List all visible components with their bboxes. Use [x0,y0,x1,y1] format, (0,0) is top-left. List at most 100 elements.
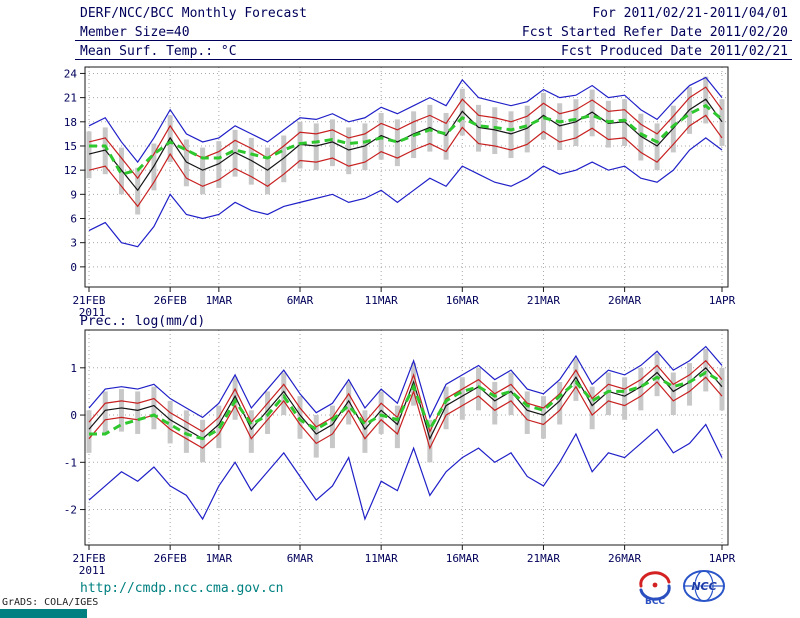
grads-color-bar [0,609,87,618]
svg-text:6MAR: 6MAR [287,294,314,307]
ensemble-min-line [88,423,723,521]
spread-bar [102,391,108,434]
svg-text:26MAR: 26MAR [608,552,641,565]
bcc-logo-dot [652,582,658,588]
svg-text:1APR: 1APR [709,294,736,307]
temperature-chart-title: Mean Surf. Temp.: °C [80,44,237,59]
fcst-started-label: Fcst Started Refer Date 2011/02/20 [521,25,788,40]
highlight-dashed-line [89,370,723,441]
ensemble-max-line [88,76,723,164]
upper-quartile-line [88,359,723,434]
spread-bar [443,386,449,430]
spread-bar [313,123,319,171]
svg-text:12: 12 [64,164,77,177]
lower-quartile-line [88,114,723,208]
ensemble-mean-line [88,366,723,441]
spread-bar [524,391,530,434]
ncc-logo: NCC [683,570,725,602]
svg-text:9: 9 [70,188,77,201]
spread-bar [183,410,189,453]
footer-url-link[interactable]: http://cmdp.ncc.cma.gov.cn [80,581,284,596]
spread-bar [378,112,384,160]
svg-text:24: 24 [64,67,78,80]
spread-bar [638,367,644,411]
spread-bar [265,147,271,195]
spread-bar [167,400,173,444]
svg-text:26MAR: 26MAR [608,294,641,307]
spread-bar [183,139,189,187]
svg-text:26FEB: 26FEB [154,294,187,307]
spread-bar [508,372,514,416]
spread-bar [427,419,433,463]
spread-bar [248,410,254,453]
temperature-chart: 0 3 6 9 12 15 18 21 24 21FEB 26FEB 1MAR 6MAR 11MAR 16M… [64,66,736,319]
spread-bar [394,119,400,167]
svg-text:1: 1 [70,362,77,375]
spread-bar [427,104,433,152]
spread-bar [540,396,546,439]
svg-text:21MAR: 21MAR [527,552,560,565]
svg-text:2011: 2011 [79,306,106,319]
spread-bar [443,112,449,160]
spread-bar [313,415,319,458]
svg-text:15: 15 [64,140,77,153]
spread-bar [394,405,400,449]
spread-bar [638,113,644,161]
spread-bar [589,89,595,137]
spread-bar [654,353,660,397]
spread-bar [605,100,611,148]
spread-bar [703,348,709,392]
spread-bar [265,391,271,434]
spread-bar [346,127,352,175]
spread-bar [622,99,628,146]
spread-bar [476,367,482,411]
bcc-logo-red-arc [639,571,671,588]
spread-bar [573,99,579,146]
spread-bar [476,104,482,152]
svg-text:21FEB: 21FEB [72,552,105,565]
svg-text:6: 6 [70,213,77,226]
spread-bar [524,105,530,153]
spread-bar [118,389,124,432]
header-divider-bottom [75,59,792,60]
spread-bar [719,367,725,411]
svg-text:16MAR: 16MAR [446,294,479,307]
spread-bar [135,391,141,434]
spread-bar [459,377,465,420]
spread-bar [557,103,563,151]
svg-text:3: 3 [70,237,77,250]
member-size-label: Member Size=40 [80,25,190,40]
spread-bar [605,372,611,416]
bcc-logo: BCC [639,571,671,607]
svg-text:11MAR: 11MAR [365,294,398,307]
lower-quartile-line [88,376,723,450]
page-title: DERF/NCC/BCC Monthly Forecast [80,6,307,21]
spread-bar [216,141,222,188]
spread-bar [362,123,368,171]
svg-text:2011: 2011 [79,564,106,577]
bcc-logo-text: BCC [645,597,665,607]
ncc-logo-text: NCC [691,580,716,593]
spread-bar [557,381,563,425]
spread-bar [329,405,335,449]
spread-bar [346,381,352,425]
spread-bar [573,358,579,401]
spread-bar [589,386,595,430]
fcst-produced-label: Fcst Produced Date 2011/02/21 [561,44,788,59]
spread-bar [687,363,693,406]
svg-text:-1: -1 [64,456,77,469]
svg-text:26FEB: 26FEB [154,552,187,565]
spread-bar [232,129,238,177]
spread-bar [200,419,206,463]
highlight-dashed-line [89,103,723,176]
spread-bar [248,137,254,185]
precipitation-chart: -2 -1 0 1 21FEB 26FEB 1MAR 6MAR 11MAR 16MAR 21MAR 2… [64,329,736,577]
bcc-logo-blue-arc [639,584,671,601]
spread-bar [508,111,514,159]
svg-text:0: 0 [70,261,77,274]
svg-text:1MAR: 1MAR [206,294,233,307]
spread-bar [86,131,92,179]
spread-bar [622,377,628,420]
